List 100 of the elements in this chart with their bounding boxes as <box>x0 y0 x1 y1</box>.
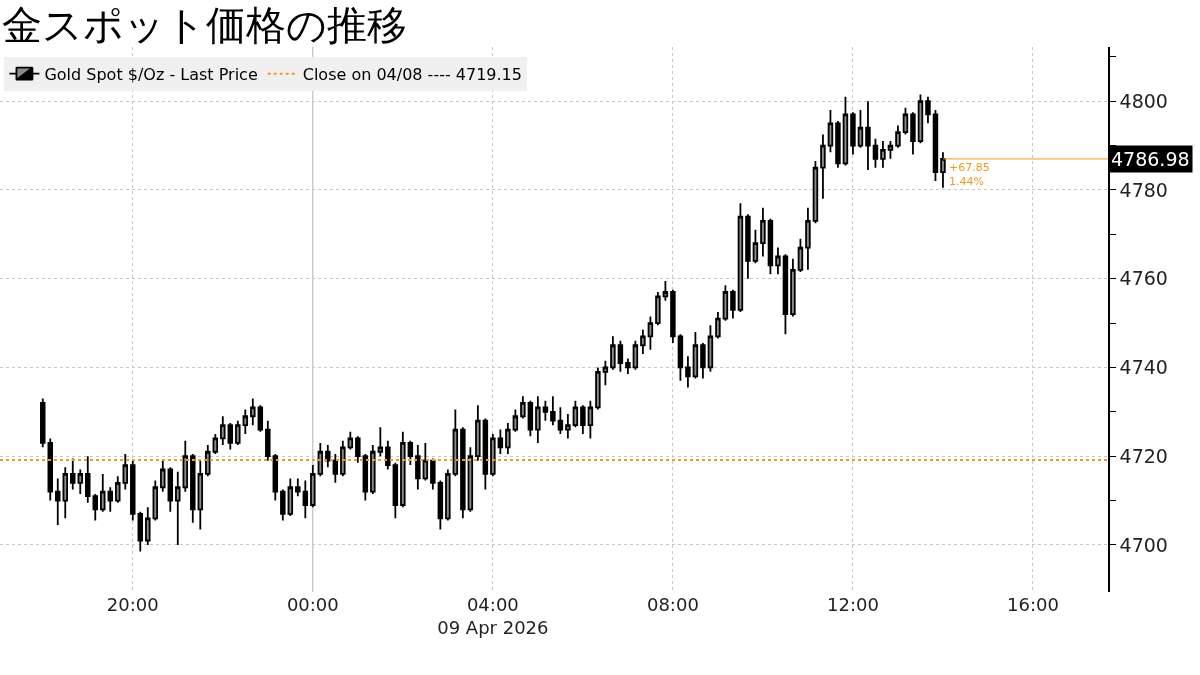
candlestick <box>250 397 256 427</box>
candlestick <box>257 404 264 433</box>
candlestick <box>602 359 609 387</box>
candlestick <box>895 124 901 149</box>
candlestick <box>107 486 114 513</box>
candlestick <box>122 453 129 491</box>
candlestick <box>235 419 241 446</box>
candlestick <box>347 430 354 451</box>
candlestick <box>302 479 309 520</box>
candlestick <box>190 453 196 524</box>
candlestick <box>640 328 646 356</box>
candlestick <box>205 444 211 478</box>
candlestick <box>227 422 234 451</box>
candlestick <box>692 331 699 380</box>
candlestick <box>430 457 436 491</box>
candlestick <box>707 324 714 373</box>
y-tick-label: 4740 <box>1119 356 1168 379</box>
candlestick <box>242 408 249 435</box>
legend-label: Close on 04/08 ---- 4719.15 <box>302 64 522 84</box>
candlestick <box>812 160 819 225</box>
candlestick <box>145 506 151 546</box>
candlestick <box>610 335 616 371</box>
candlestick <box>595 366 601 411</box>
candlestick <box>467 446 474 513</box>
candlestick <box>392 461 399 520</box>
candlestick <box>182 439 189 493</box>
candlestick <box>565 413 571 440</box>
candlestick <box>805 206 811 271</box>
candlestick <box>700 342 706 380</box>
candlestick <box>197 459 204 531</box>
candlestick <box>340 439 346 478</box>
candlestick <box>460 426 466 520</box>
candlestick <box>152 479 159 522</box>
candlestick <box>295 477 301 498</box>
candlestick <box>377 426 384 458</box>
candlestick <box>790 257 796 318</box>
candlestick <box>287 477 294 518</box>
candlestick <box>580 404 586 435</box>
candlestick <box>310 464 316 509</box>
candlestick <box>70 457 76 491</box>
candlestick <box>625 357 631 375</box>
candlestick <box>782 253 789 336</box>
candlestick <box>617 339 624 373</box>
candlestick <box>280 488 286 522</box>
y-tick-label: 4700 <box>1119 533 1168 556</box>
candlestick <box>482 417 489 491</box>
candlestick <box>872 137 879 169</box>
candlestick <box>40 397 46 449</box>
x-tick-label: 12:00 <box>827 594 879 615</box>
candlestick <box>535 395 541 444</box>
candlestick <box>445 468 451 522</box>
candlestick <box>92 493 99 522</box>
candlestick <box>220 415 226 446</box>
candlestick <box>325 444 331 469</box>
candlestick <box>400 430 406 509</box>
candlestick <box>722 284 729 322</box>
candlestick <box>497 428 504 455</box>
candlestick <box>745 213 751 280</box>
candlestick <box>265 419 271 462</box>
candlestick <box>407 439 414 466</box>
candlestick <box>355 435 361 464</box>
annotation: 4786.98 <box>1111 148 1190 170</box>
chart-title: 金スポット価格の推移 <box>2 2 408 48</box>
y-tick-label: 4720 <box>1119 444 1168 467</box>
candlestick <box>527 399 534 438</box>
x-tick-label: 00:00 <box>286 594 339 615</box>
candlestick <box>130 459 136 522</box>
candlestick <box>505 422 511 455</box>
candlestick <box>415 444 421 491</box>
candlestick <box>767 217 774 276</box>
candlestick <box>137 510 144 553</box>
candlestick <box>835 120 841 169</box>
candlestick <box>887 140 894 160</box>
candlestick <box>737 202 744 313</box>
candlestick <box>422 441 429 482</box>
candlestick <box>677 333 684 382</box>
candlestick <box>730 288 736 320</box>
candlestick <box>662 279 669 302</box>
candlestick <box>272 453 279 502</box>
candlestick <box>715 311 721 340</box>
candlestick <box>647 315 654 351</box>
candlestick <box>490 433 496 478</box>
y-tick-label: 4800 <box>1119 89 1168 112</box>
candlestick <box>820 133 826 200</box>
candlestick <box>167 466 174 513</box>
candlestick <box>760 206 766 258</box>
candlestick <box>775 246 781 276</box>
candlestick <box>512 408 519 433</box>
candlestick <box>175 470 181 546</box>
x-tick-label: 20:00 <box>106 594 159 615</box>
candlestick <box>880 140 886 169</box>
candlestick <box>542 399 549 422</box>
candlestick <box>100 473 106 513</box>
candlestick <box>827 109 834 154</box>
candlestick <box>587 399 594 440</box>
candlestick <box>332 453 339 484</box>
candlestick <box>212 433 219 455</box>
annotation: +67.85 1.44% <box>949 161 990 189</box>
candlestick <box>437 479 444 531</box>
candlestick <box>910 111 916 156</box>
